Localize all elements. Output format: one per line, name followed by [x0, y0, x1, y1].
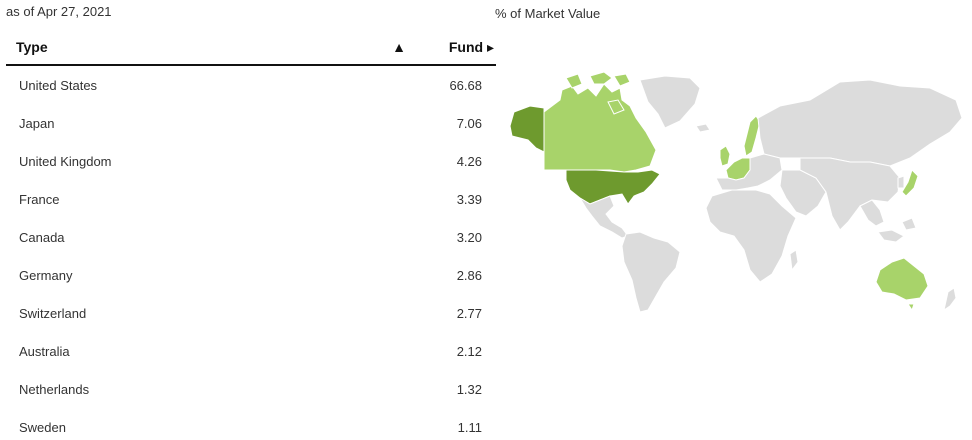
map-region-new-zealand[interactable]	[943, 287, 957, 312]
table-row: Japan 7.06	[6, 104, 496, 142]
map-region-sweden[interactable]	[743, 115, 761, 157]
value-cell: 4.26	[456, 153, 482, 169]
table-row: Germany 2.86	[6, 256, 496, 294]
table-row: Netherlands 1.32	[6, 370, 496, 408]
table-row: France 3.39	[6, 180, 496, 218]
value-cell: 3.39	[456, 191, 482, 207]
map-region-japan[interactable]	[901, 169, 919, 197]
table-row: Switzerland 2.77	[6, 294, 496, 332]
map-region-europe[interactable]	[715, 153, 783, 191]
map-region-canada-islands[interactable]	[565, 71, 631, 115]
spacer-cell	[384, 408, 414, 440]
spacer-cell	[384, 142, 414, 180]
spacer-cell	[384, 180, 414, 218]
sort-ascending-icon[interactable]: ▲	[384, 30, 414, 66]
spacer-cell	[384, 104, 414, 142]
value-cell: 2.86	[456, 267, 482, 283]
country-cell: Japan	[19, 115, 55, 131]
type-column-header[interactable]: Type	[6, 30, 384, 66]
map-region-mexico[interactable]	[579, 195, 629, 239]
country-cell: Switzerland	[19, 305, 87, 321]
spacer-cell	[384, 218, 414, 256]
spacer-cell	[384, 65, 414, 104]
table-row: Canada 3.20	[6, 218, 496, 256]
value-cell: 2.77	[456, 305, 482, 321]
value-cell: 3.20	[456, 229, 482, 245]
value-cell: 66.68	[449, 77, 482, 93]
country-cell: United States	[19, 77, 98, 93]
spacer-cell	[384, 256, 414, 294]
map-region-united-kingdom[interactable]	[719, 145, 731, 167]
world-map[interactable]	[500, 66, 970, 316]
world-map-svg	[509, 71, 963, 313]
table-row: United Kingdom 4.26	[6, 142, 496, 180]
as-of-date: as of Apr 27, 2021	[6, 4, 112, 19]
map-region-united-states[interactable]	[565, 169, 661, 205]
map-region-madagascar[interactable]	[789, 249, 799, 272]
country-cell: Netherlands	[19, 381, 90, 397]
country-cell: Canada	[19, 229, 65, 245]
map-region-canada[interactable]	[543, 83, 657, 173]
country-cell: United Kingdom	[19, 153, 112, 169]
map-region-australia[interactable]	[875, 257, 929, 301]
fund-column-header[interactable]: Fund ▸	[414, 30, 496, 66]
map-region-alaska[interactable]	[509, 105, 545, 153]
map-region-iceland[interactable]	[695, 123, 711, 133]
holdings-table: Type ▲ Fund ▸ United States 66.68 Japan …	[6, 30, 496, 440]
country-cell: Australia	[19, 343, 70, 359]
country-cell: France	[19, 191, 60, 207]
spacer-cell	[384, 332, 414, 370]
value-cell: 7.06	[456, 115, 482, 131]
table-row: Australia 2.12	[6, 332, 496, 370]
value-cell: 1.11	[457, 419, 482, 435]
country-cell: Sweden	[19, 419, 66, 435]
map-region-africa[interactable]	[705, 189, 797, 283]
value-cell: 1.32	[456, 381, 482, 397]
map-title: % of Market Value	[495, 6, 601, 21]
map-region-tasmania[interactable]	[907, 303, 915, 312]
value-cell: 2.12	[456, 343, 482, 359]
map-region-korea[interactable]	[897, 175, 905, 189]
table-header-row: Type ▲ Fund ▸	[6, 30, 496, 66]
map-region-south-america[interactable]	[621, 231, 681, 313]
spacer-cell	[384, 294, 414, 332]
map-region-russia[interactable]	[757, 79, 963, 167]
country-cell: Germany	[19, 267, 73, 283]
table-row: United States 66.68	[6, 65, 496, 104]
map-region-greenland[interactable]	[639, 75, 701, 129]
map-region-southeast-asia[interactable]	[859, 199, 917, 243]
table-row: Sweden 1.11	[6, 408, 496, 440]
spacer-cell	[384, 370, 414, 408]
